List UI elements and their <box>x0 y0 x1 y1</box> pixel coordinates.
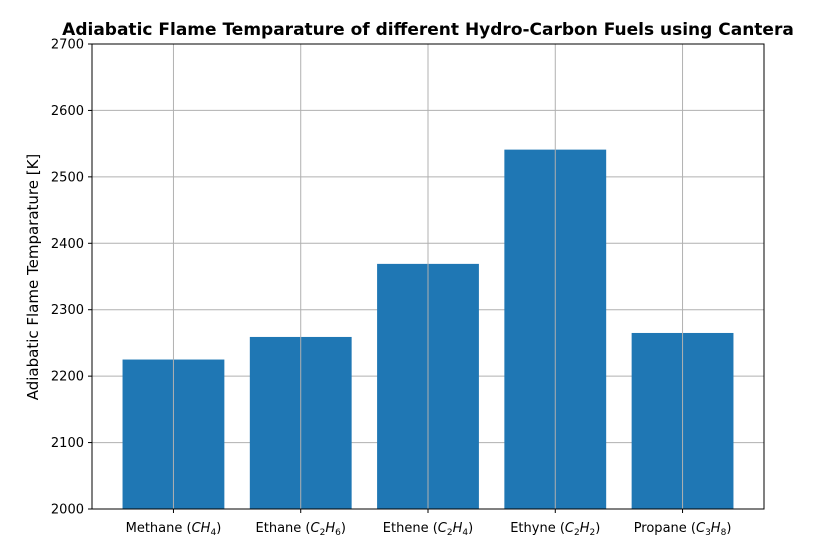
x-tick-label: Propane (C3​H8​) <box>634 521 732 538</box>
chart-title: Adiabatic Flame Temparature of different… <box>62 20 794 40</box>
y-tick-label: 2200 <box>51 370 84 385</box>
y-axis-ticks: 2000 2100 2200 2300 2400 2500 2600 2700 <box>51 38 92 518</box>
x-tick-label: Ethyne (C2​H2​) <box>510 521 600 538</box>
y-tick-label: 2000 <box>51 503 84 518</box>
y-tick-label: 2600 <box>51 104 84 119</box>
x-gridlines <box>172 44 684 509</box>
x-tick-label: Methane (CH4​) <box>126 521 222 538</box>
y-tick-label: 2400 <box>51 237 84 252</box>
y-tick-label: 2300 <box>51 303 84 318</box>
x-tick-label: Ethene (C2​H4​) <box>383 521 473 538</box>
y-tick-label: 2700 <box>51 38 84 53</box>
y-tick-label: 2500 <box>51 170 84 185</box>
x-tick-label: Ethane (C2​H6​) <box>256 521 346 538</box>
x-axis-ticks: Methane (CH4​) Ethane (C2​H6​) Ethene (C2​… <box>126 509 732 538</box>
y-axis-label: Adiabatic Flame Temparature [K] <box>24 154 42 401</box>
y-tick-label: 2100 <box>51 436 84 451</box>
